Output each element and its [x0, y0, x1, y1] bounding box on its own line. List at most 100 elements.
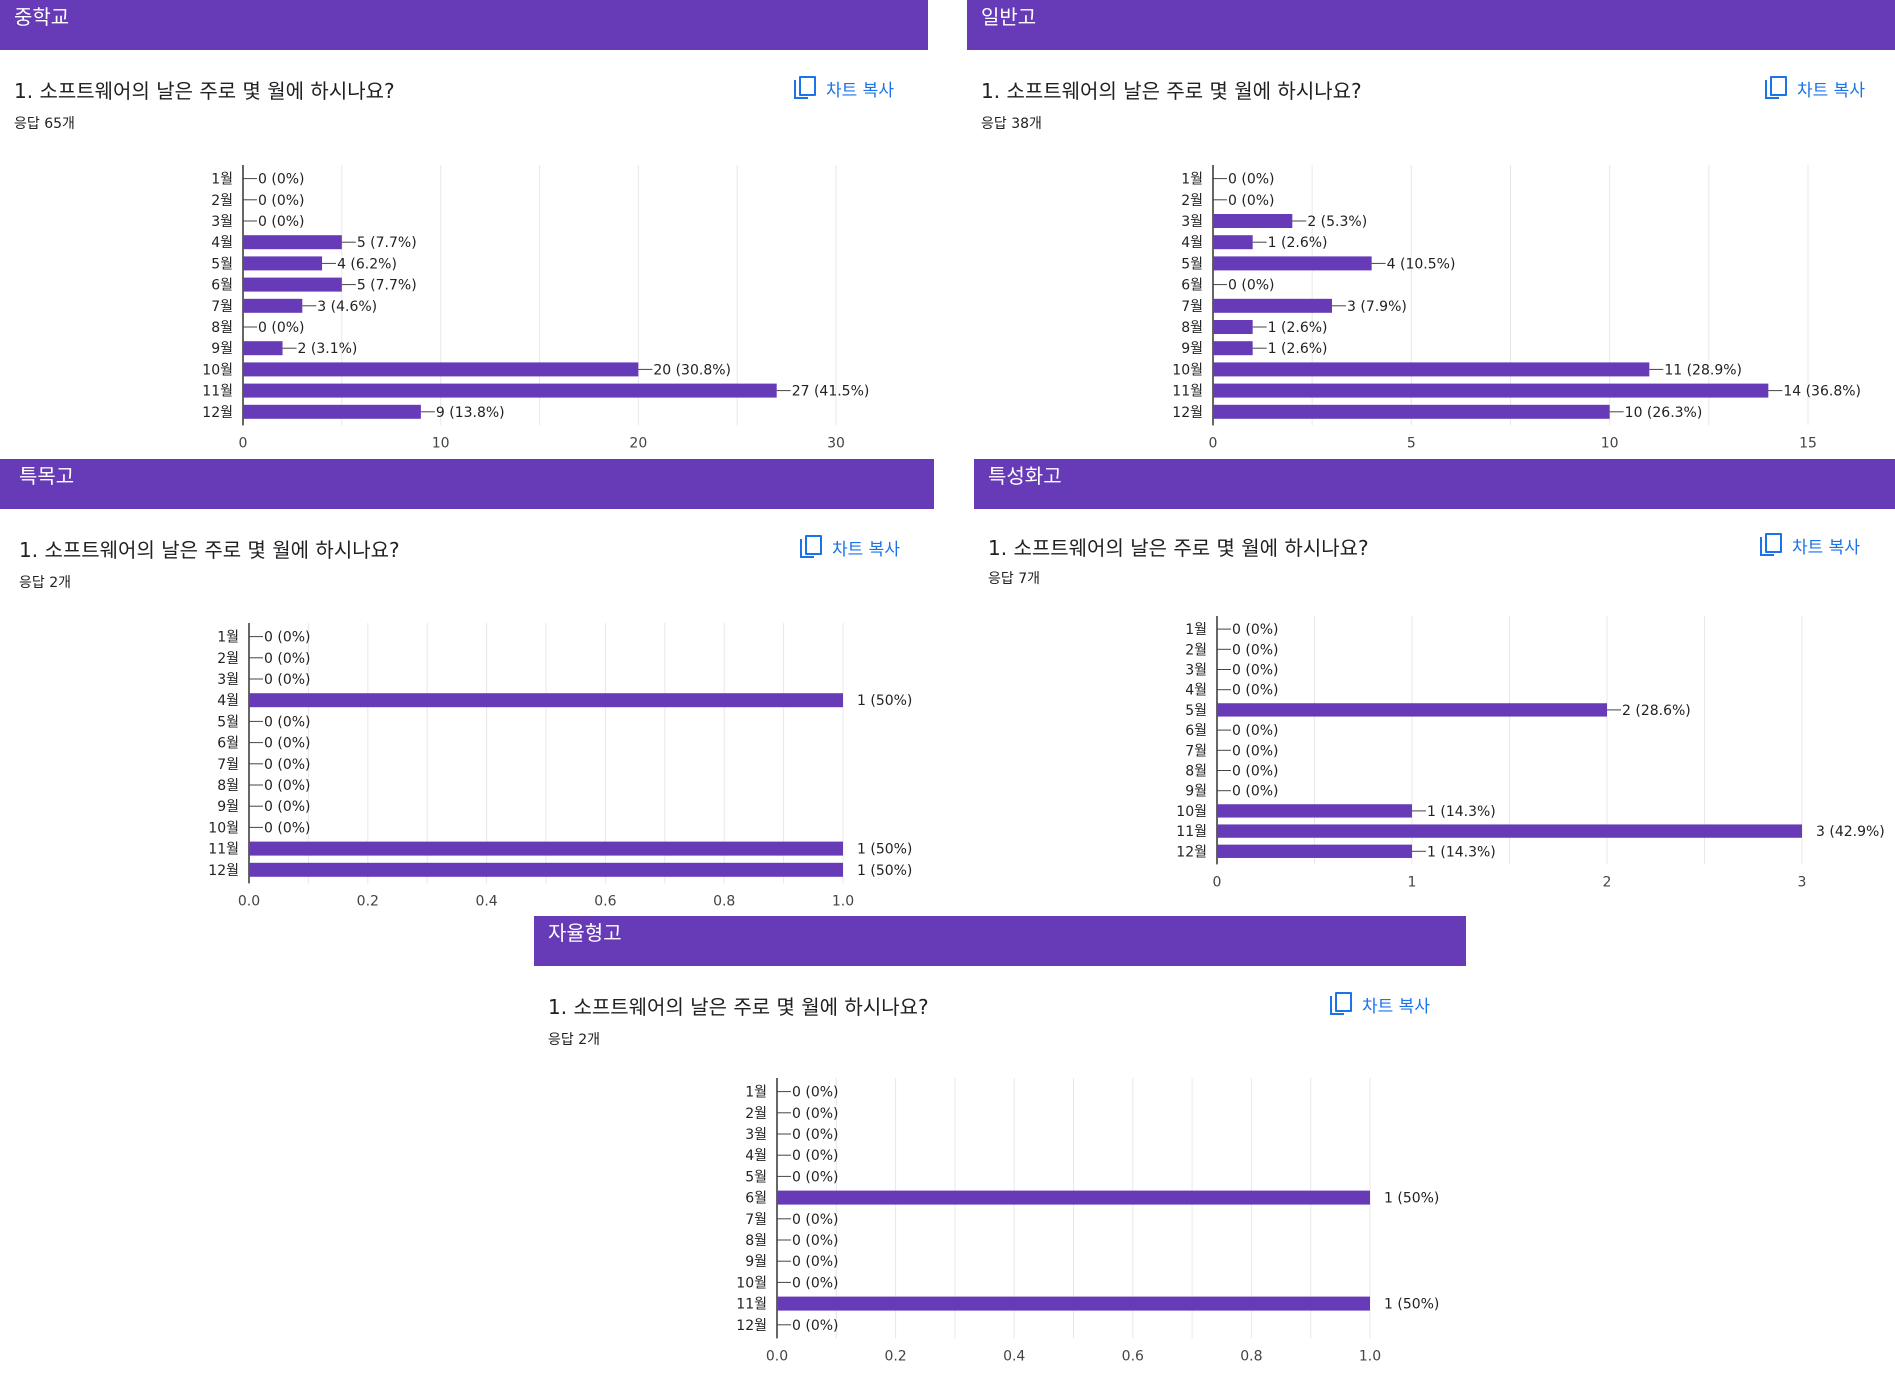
category-label: 8월: [1181, 320, 1203, 336]
x-tick-label: 15: [1799, 435, 1817, 451]
bar: [777, 1190, 1370, 1205]
data-label: 0 (0%): [1232, 683, 1279, 699]
category-label: 3월: [745, 1127, 767, 1143]
bar: [1213, 341, 1253, 356]
data-label: 4 (10.5%): [1387, 256, 1456, 272]
category-label: 3월: [1185, 663, 1207, 679]
category-label: 7월: [217, 757, 239, 773]
data-label: 0 (0%): [264, 736, 311, 752]
category-label: 4월: [217, 693, 239, 709]
bar: [243, 277, 342, 292]
x-tick-label: 20: [629, 435, 647, 451]
bar: [249, 841, 843, 856]
x-tick-label: 2: [1603, 874, 1612, 890]
response-count: 응답 7개: [988, 571, 1040, 587]
data-label: 1 (14.3%): [1427, 804, 1496, 820]
data-label: 2 (28.6%): [1622, 703, 1691, 719]
data-label: 0 (0%): [1232, 784, 1279, 800]
x-tick-label: 0.6: [1122, 1348, 1144, 1364]
data-label: 0 (0%): [264, 630, 311, 646]
category-label: 12월: [736, 1318, 767, 1334]
category-label: 10월: [1172, 362, 1203, 378]
response-count: 응답 38개: [981, 116, 1042, 132]
category-label: 7월: [1185, 743, 1207, 759]
x-tick-label: 0.0: [238, 893, 260, 909]
data-label: 0 (0%): [792, 1318, 839, 1334]
x-tick-label: 1: [1408, 874, 1417, 890]
copy-chart-label: 차트 복사: [1362, 996, 1430, 1017]
x-tick-label: 1.0: [832, 893, 854, 909]
data-label: 1 (50%): [857, 842, 912, 858]
category-label: 8월: [1185, 764, 1207, 780]
copy-chart-button[interactable]: 차트 복사: [800, 533, 900, 561]
copy-chart-button[interactable]: 차트 복사: [794, 74, 894, 102]
category-label: 6월: [745, 1191, 767, 1207]
bar-chart: 0.0 0.2 0.4 0.6 0.8 1.0 1월 0 (0%) 2월 0 (0%) 3월 0 (0…: [208, 623, 912, 909]
copy-icon: [1330, 992, 1352, 1016]
x-tick-label: 0: [239, 435, 248, 451]
copy-chart-button[interactable]: 차트 복사: [1330, 990, 1430, 1018]
x-tick-label: 0.2: [357, 893, 379, 909]
category-label: 9월: [211, 341, 233, 357]
bar: [1213, 362, 1650, 377]
bar: [243, 256, 323, 271]
category-label: 10월: [202, 362, 233, 378]
copy-icon: [1765, 76, 1787, 100]
data-label: 0 (0%): [258, 193, 305, 209]
copy-chart-button[interactable]: 차트 복사: [1765, 74, 1865, 102]
panel-header: 특성화고: [974, 459, 1895, 509]
bar: [243, 362, 639, 377]
data-label: 0 (0%): [264, 672, 311, 688]
data-label: 11 (28.9%): [1664, 362, 1742, 378]
bar: [1213, 383, 1769, 398]
category-label: 2월: [211, 193, 233, 209]
category-label: 1월: [1181, 172, 1203, 188]
bar: [1213, 235, 1253, 250]
data-label: 0 (0%): [1228, 278, 1275, 294]
data-label: 0 (0%): [264, 820, 311, 836]
category-label: 8월: [217, 778, 239, 794]
bar: [249, 693, 843, 708]
category-label: 11월: [736, 1297, 767, 1313]
copy-icon: [794, 76, 816, 100]
category-label: 9월: [1181, 341, 1203, 357]
category-label: 12월: [1176, 844, 1207, 860]
panel-header: 특목고: [0, 459, 934, 509]
response-count: 응답 2개: [548, 1032, 600, 1048]
data-label: 20 (30.8%): [653, 362, 731, 378]
data-label: 0 (0%): [264, 778, 311, 794]
category-label: 8월: [745, 1233, 767, 1249]
question-title: 1. 소프트웨어의 날은 주로 몇 월에 하시나요?: [981, 79, 1362, 103]
category-label: 11월: [208, 842, 239, 858]
bar: [1217, 844, 1412, 858]
data-label: 1 (50%): [1384, 1191, 1439, 1207]
category-label: 5월: [745, 1169, 767, 1185]
copy-chart-label: 차트 복사: [826, 80, 894, 101]
bar: [1213, 256, 1372, 271]
x-tick-label: 5: [1407, 435, 1416, 451]
category-label: 6월: [217, 736, 239, 752]
category-label: 5월: [1185, 703, 1207, 719]
chart-panel-middle-school: 중학교 1. 소프트웨어의 날은 주로 몇 월에 하시나요? 응답 65개 차트…: [0, 0, 928, 451]
bar: [1213, 214, 1293, 228]
data-label: 1 (14.3%): [1427, 844, 1496, 860]
bar: [243, 404, 421, 419]
data-label: 0 (0%): [792, 1233, 839, 1249]
category-label: 5월: [1181, 256, 1203, 272]
data-label: 1 (2.6%): [1268, 235, 1328, 251]
data-label: 2 (5.3%): [1307, 214, 1367, 230]
data-label: 0 (0%): [1228, 193, 1275, 209]
category-label: 1월: [1185, 622, 1207, 638]
category-label: 9월: [1185, 784, 1207, 800]
category-label: 12월: [1172, 405, 1203, 421]
x-tick-label: 0.8: [713, 893, 735, 909]
category-label: 10월: [208, 820, 239, 836]
copy-icon: [800, 535, 822, 559]
category-label: 12월: [202, 405, 233, 421]
question-title: 1. 소프트웨어의 날은 주로 몇 월에 하시나요?: [19, 538, 400, 562]
bar: [1217, 824, 1802, 838]
category-label: 4월: [211, 235, 233, 251]
bar: [243, 341, 283, 356]
copy-chart-button[interactable]: 차트 복사: [1760, 531, 1860, 559]
data-label: 1 (2.6%): [1268, 320, 1328, 336]
